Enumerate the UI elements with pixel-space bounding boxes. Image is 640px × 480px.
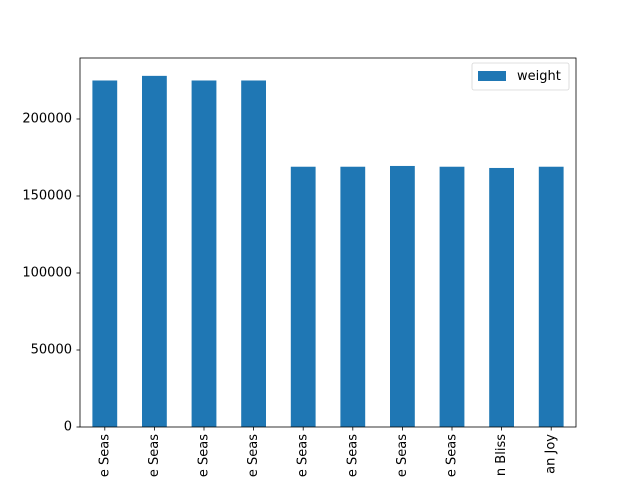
x-tick-label: e Seas <box>296 434 311 477</box>
bar <box>340 166 366 428</box>
x-tick-label: e Seas <box>147 434 162 477</box>
y-tick-label: 0 <box>64 420 72 435</box>
bar <box>538 166 564 428</box>
bar <box>489 167 514 428</box>
bar <box>439 166 465 428</box>
y-tick-label: 200000 <box>22 111 72 126</box>
bar <box>142 75 167 427</box>
legend-box <box>471 62 570 91</box>
bar <box>290 166 316 428</box>
bar <box>390 165 415 427</box>
bar <box>191 80 217 427</box>
legend-label: weight <box>517 69 561 84</box>
bar <box>92 80 118 427</box>
bar <box>241 80 266 427</box>
plot-frame <box>79 57 577 428</box>
legend-swatch <box>478 71 506 81</box>
y-tick-label: 50000 <box>31 342 72 357</box>
x-tick-label: e Seas <box>345 434 360 477</box>
x-tick-label: an Joy <box>544 434 559 474</box>
x-tick-label: e Seas <box>97 434 112 477</box>
x-tick-label: e Seas <box>197 434 212 477</box>
x-tick-label: e Seas <box>246 434 261 477</box>
y-tick-label: 100000 <box>22 265 72 280</box>
x-tick-label: n Bliss <box>494 434 509 476</box>
x-tick-label: e Seas <box>445 434 460 477</box>
x-tick-label: e Seas <box>395 434 410 477</box>
y-tick-label: 150000 <box>22 188 72 203</box>
